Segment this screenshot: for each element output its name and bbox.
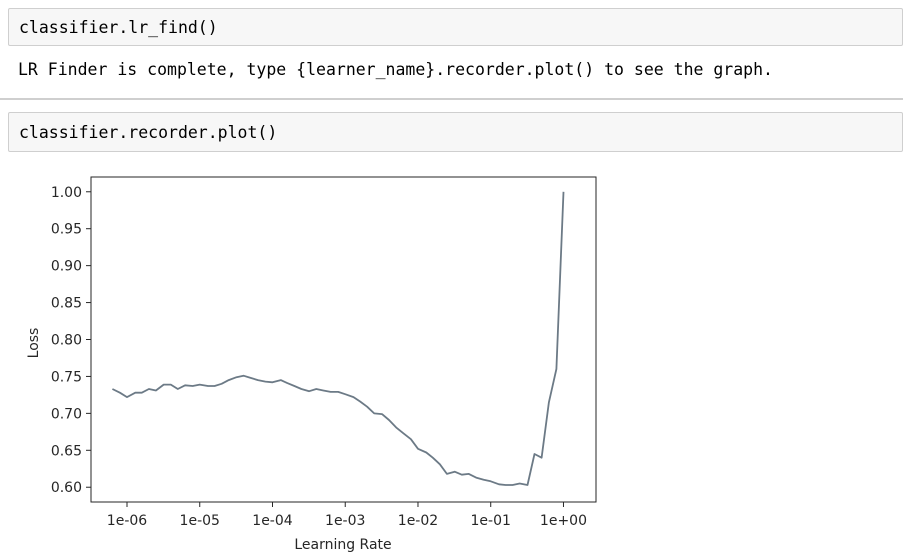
- y-tick-label: 1.00: [51, 185, 82, 201]
- x-tick-label: 1e-05: [180, 513, 220, 529]
- x-tick-label: 1e-03: [325, 513, 365, 529]
- plot-frame: [91, 177, 596, 502]
- lr-finder-plot: 1e-06 1e-05 1e-04 1e-03 1e-02 1e-01 1e+00 0.60 0…: [0, 160, 610, 558]
- x-tick-label: 1e-01: [471, 513, 511, 529]
- x-tick-label: 1e-02: [398, 513, 438, 529]
- plot-axes: [91, 177, 596, 502]
- y-tick-label: 0.65: [51, 443, 82, 459]
- code-cell-input-2[interactable]: classifier.recorder.plot(): [8, 112, 903, 152]
- y-tick-label: 0.60: [51, 480, 82, 496]
- x-tick-label: 1e-06: [107, 513, 147, 529]
- cell-divider: [0, 98, 903, 100]
- y-tick-label: 0.75: [51, 369, 82, 385]
- code-text: classifier.lr_find(): [19, 18, 218, 37]
- y-axis-label: Loss: [26, 328, 42, 359]
- code-text: classifier.recorder.plot(): [19, 123, 277, 142]
- plot-series: [112, 192, 563, 485]
- code-cell-input-1[interactable]: classifier.lr_find(): [8, 8, 903, 46]
- loss-series-line: [112, 192, 563, 485]
- y-tick-label: 0.80: [51, 333, 82, 349]
- y-tick-label: 0.90: [51, 259, 82, 275]
- cell-output-text: LR Finder is complete, type {learner_nam…: [18, 58, 773, 82]
- y-tick-label: 0.85: [51, 296, 82, 312]
- x-tick-label: 1e-04: [252, 513, 292, 529]
- plot-ticks: 1e-06 1e-05 1e-04 1e-03 1e-02 1e-01 1e+00 0.60 0…: [51, 185, 587, 529]
- x-axis-label: Learning Rate: [294, 537, 391, 553]
- x-tick-label: 1e+00: [540, 513, 587, 529]
- y-tick-label: 0.70: [51, 406, 82, 422]
- y-tick-label: 0.95: [51, 222, 82, 238]
